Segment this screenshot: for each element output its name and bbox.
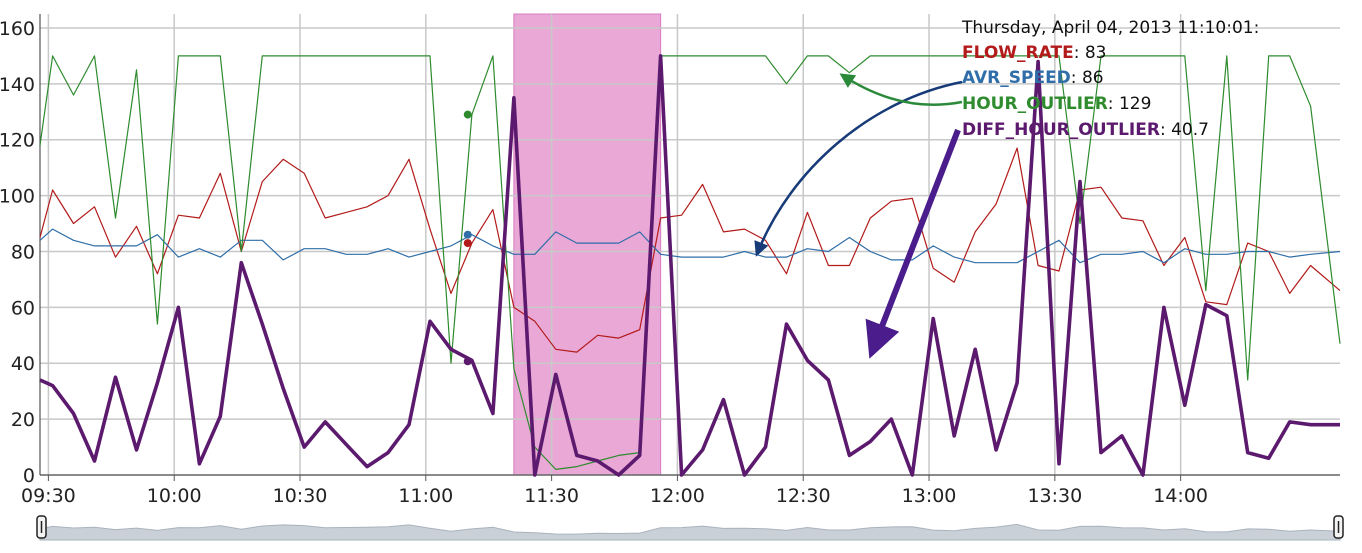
x-tick-label: 12:00	[650, 485, 705, 507]
series-line-avr-speed	[39, 228, 1341, 264]
x-tick-label: 11:00	[398, 485, 453, 507]
hover-marker-hour-outlier	[463, 110, 472, 119]
tooltip-series-value: 129	[1119, 94, 1151, 114]
arrow-diff-hour-outlier	[865, 128, 961, 359]
hover-marker-flow-rate	[463, 239, 472, 248]
y-tick-label: 60	[11, 297, 35, 319]
x-tick-label: 13:30	[1027, 485, 1082, 507]
y-tick-label: 140	[0, 74, 35, 96]
arrow-hour-outlier	[839, 73, 963, 106]
range-handle-icon[interactable]	[1333, 515, 1344, 539]
tooltip-series-name: DIFF_HOUR_OUTLIER	[962, 120, 1160, 140]
y-tick-label: 160	[0, 18, 35, 40]
hover-markers	[463, 110, 472, 366]
tooltip-row-avr-speed: AVR_SPEED: 86	[962, 68, 1104, 88]
tooltip-row-hour-outlier: HOUR_OUTLIER: 129	[962, 94, 1151, 114]
y-tick-label: 20	[11, 409, 35, 431]
tooltip-series-value: 40.7	[1171, 120, 1209, 140]
annotation-arrows	[754, 73, 963, 359]
x-tick-label: 09:30	[21, 485, 76, 507]
highlighted-time-range[interactable]	[513, 13, 662, 476]
highlight-band[interactable]	[513, 13, 662, 476]
x-tick-label: 12:30	[776, 485, 831, 507]
x-tick-label: 10:00	[147, 485, 202, 507]
x-tick-label: 13:00	[902, 485, 957, 507]
y-tick-label: 120	[0, 130, 35, 152]
chart-grid	[40, 14, 1340, 476]
tooltip-row-flow-rate: FLOW_RATE: 83	[962, 43, 1106, 63]
y-tick-label: 100	[0, 186, 35, 208]
hover-marker-diff-hour-outlier	[463, 357, 472, 366]
y-tick-label: 80	[11, 241, 35, 263]
tooltip-series-name: HOUR_OUTLIER	[962, 94, 1108, 114]
navigator-overview-area	[39, 523, 1341, 541]
x-tick-label: 14:00	[1153, 485, 1208, 507]
range-navigator[interactable]	[36, 515, 1344, 541]
tooltip-series-value: 83	[1085, 43, 1107, 63]
series-line-flow-rate	[39, 147, 1341, 353]
arrow-avr-speed	[754, 80, 963, 257]
y-tick-label: 0	[23, 465, 35, 487]
tooltip-timestamp: Thursday, April 04, 2013 11:10:01:	[961, 18, 1259, 38]
tooltip-series-name: FLOW_RATE	[962, 43, 1074, 63]
series-line-diff-hour-outlier	[39, 54, 1340, 477]
hover-tooltip: Thursday, April 04, 2013 11:10:01: FLOW_…	[961, 18, 1259, 140]
x-tick-label: 10:30	[273, 485, 328, 507]
range-handle-icon[interactable]	[36, 515, 47, 539]
y-tick-label: 40	[11, 353, 35, 375]
series-lines	[39, 54, 1341, 477]
tooltip-series-name: AVR_SPEED	[962, 68, 1071, 88]
hover-marker-avr-speed	[463, 230, 472, 239]
tooltip-series-value: 86	[1082, 68, 1104, 88]
chart-axes: 0 20 40 60 80 100 120 140 160 09:30 10:00 10:30 11:0…	[0, 14, 1340, 507]
x-tick-label: 11:30	[524, 485, 579, 507]
tooltip-row-diff-hour-outlier: DIFF_HOUR_OUTLIER: 40.7	[962, 120, 1209, 140]
series-line-hour-outlier	[39, 55, 1341, 470]
